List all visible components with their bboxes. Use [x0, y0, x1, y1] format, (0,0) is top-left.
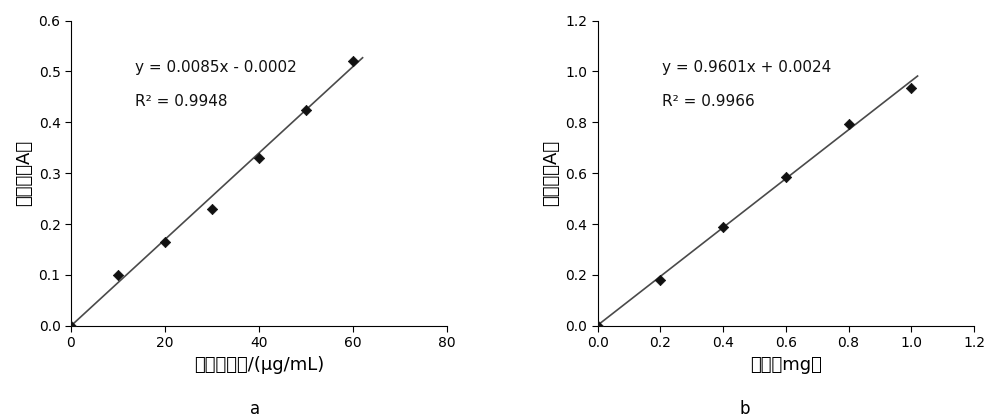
- Point: [590, 322, 606, 329]
- Text: R² = 0.9948: R² = 0.9948: [135, 94, 227, 109]
- X-axis label: 木糖（mg）: 木糖（mg）: [750, 356, 822, 374]
- Text: y = 0.0085x - 0.0002: y = 0.0085x - 0.0002: [135, 60, 297, 75]
- Point: [652, 277, 668, 283]
- Point: [778, 173, 794, 180]
- Text: y = 0.9601x + 0.0024: y = 0.9601x + 0.0024: [662, 60, 831, 75]
- Point: [715, 223, 731, 230]
- X-axis label: 半乳糖醒酸/(μg/mL): 半乳糖醒酸/(μg/mL): [194, 356, 324, 374]
- Point: [903, 84, 919, 91]
- Point: [345, 58, 361, 64]
- Text: R² = 0.9966: R² = 0.9966: [662, 94, 754, 109]
- Point: [251, 155, 267, 161]
- Point: [298, 106, 314, 113]
- Text: a: a: [250, 400, 260, 418]
- Point: [204, 205, 220, 212]
- Point: [63, 322, 79, 329]
- Text: b: b: [740, 400, 750, 418]
- Y-axis label: 吸光度（A）: 吸光度（A）: [542, 140, 560, 206]
- Y-axis label: 吸光度（A）: 吸光度（A）: [15, 140, 33, 206]
- Point: [841, 120, 857, 127]
- Point: [110, 272, 126, 278]
- Point: [157, 239, 173, 245]
